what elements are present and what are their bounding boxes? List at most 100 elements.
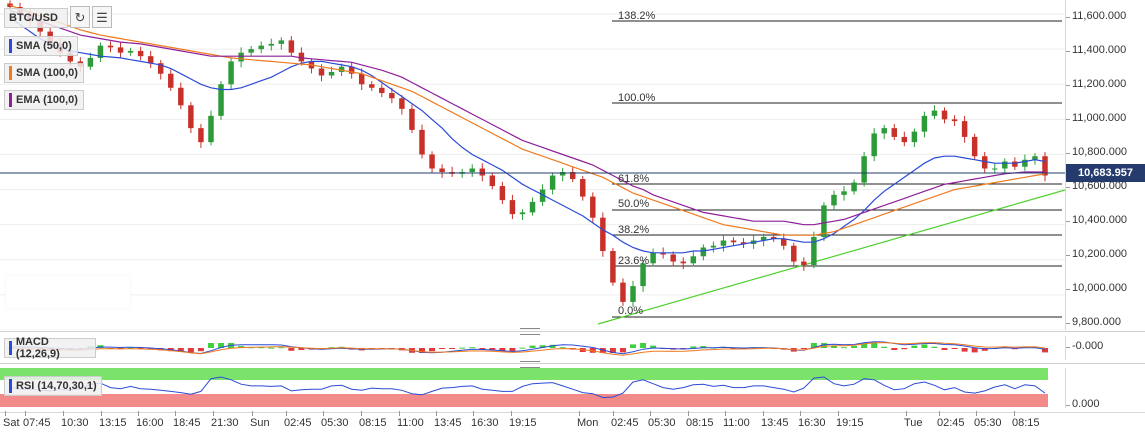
- macd-histogram-bar: [459, 347, 466, 349]
- macd-histogram-bar: [197, 348, 204, 352]
- macd-histogram-bar: [439, 348, 446, 349]
- candle-body: [770, 236, 777, 239]
- time-tick: 13:45: [434, 411, 462, 429]
- candle-body: [921, 115, 928, 132]
- candle-body: [288, 40, 295, 53]
- macd-histogram-bar: [800, 348, 807, 349]
- time-tick: Sun: [250, 411, 270, 429]
- time-tick: 18:45: [173, 411, 201, 429]
- macd-histogram-bar: [479, 348, 486, 350]
- macd-histogram-bar: [820, 343, 827, 348]
- candle-body: [861, 156, 867, 183]
- price-axis[interactable]: 11,600.000 11,400.000 11,200.000 11,000.…: [1065, 0, 1145, 330]
- macd-histogram-bar: [650, 345, 657, 348]
- candle-body: [981, 156, 988, 169]
- candle-body: [509, 200, 516, 215]
- candle-body: [147, 56, 154, 64]
- legend-macd[interactable]: MACD (12,26,9): [4, 336, 96, 360]
- price-tick: 11,200.000: [1065, 78, 1127, 90]
- candle-body: [358, 73, 365, 85]
- macd-color-swatch: [9, 341, 12, 355]
- candle-body: [369, 84, 375, 88]
- macd-histogram-bar: [911, 345, 918, 348]
- candle-body: [499, 186, 506, 201]
- candle-body: [117, 47, 124, 53]
- pane-separator: [0, 363, 1145, 364]
- candle-body: [439, 168, 445, 173]
- legend-ema-100[interactable]: EMA (100,0): [4, 90, 84, 110]
- candle-body: [258, 45, 264, 50]
- candle-body: [760, 236, 767, 241]
- candle-body: [600, 217, 606, 252]
- candle-body: [529, 201, 536, 213]
- price-tick: 10,200.000: [1065, 248, 1128, 260]
- time-tick: 08:15: [1012, 411, 1040, 429]
- rsi-line: [9, 376, 1046, 399]
- candle-body: [670, 254, 676, 262]
- macd-histogram-bar: [238, 346, 245, 348]
- candle-body: [881, 128, 887, 134]
- time-tick: 08:15: [686, 411, 714, 429]
- candle-body: [740, 242, 747, 244]
- macd-histogram-bar: [700, 346, 707, 348]
- candle-body: [338, 66, 345, 72]
- candle-body: [569, 172, 576, 180]
- macd-histogram-bar: [328, 347, 335, 349]
- trendline[interactable]: [597, 189, 1065, 325]
- pane-resize-handle[interactable]: [520, 361, 540, 368]
- candle-body: [951, 119, 958, 122]
- candle-body: [238, 52, 244, 62]
- candle-body: [278, 40, 285, 44]
- price-tick: 11,600.000: [1065, 10, 1127, 22]
- time-tick: 19:15: [836, 411, 864, 429]
- macd-line: [10, 341, 1046, 355]
- candle-body: [680, 261, 686, 264]
- macd-histogram-bar: [489, 348, 496, 351]
- time-tick: 13:45: [761, 411, 789, 429]
- candle-body: [549, 175, 556, 190]
- fib-label-50: 50.0%: [618, 198, 650, 210]
- macd-histogram-bar: [559, 347, 566, 349]
- macd-pane[interactable]: MACD (12,26,9): [0, 336, 1065, 360]
- time-tick: Sat: [3, 411, 20, 429]
- price-chart-canvas[interactable]: [0, 0, 1065, 330]
- indicators-button[interactable]: ☰: [92, 6, 112, 28]
- macd-histogram-bar: [177, 348, 184, 352]
- macd-histogram-bar: [298, 348, 305, 350]
- candle-body: [1022, 159, 1028, 167]
- time-axis[interactable]: Sat 07:45 10:30 13:15 16:00 18:45 21:30 …: [0, 411, 1145, 441]
- candle-body: [1042, 156, 1048, 176]
- pane-separator: [0, 331, 1145, 332]
- pane-resize-handle[interactable]: [520, 328, 540, 335]
- macd-histogram-bar: [921, 344, 928, 348]
- time-tick: 02:45: [937, 411, 965, 429]
- refresh-button[interactable]: ↻: [70, 6, 90, 28]
- candle-body: [891, 128, 898, 137]
- candle-body: [157, 63, 164, 74]
- macd-histogram-bar: [609, 348, 616, 353]
- macd-histogram-bar: [449, 348, 456, 349]
- candle-body: [7, 3, 13, 8]
- price-chart-pane[interactable]: 138.2% 100.0% 61.8% 50.0% 38.2% 23.6% 0.…: [0, 0, 1065, 330]
- candle-body: [178, 87, 184, 106]
- sma-100-line: [9, 4, 1046, 236]
- candle-body: [640, 263, 646, 287]
- sma-50-line: [9, 17, 1046, 254]
- candle-body: [650, 252, 656, 264]
- rsi-pane[interactable]: RSI (14,70,30,1): [0, 368, 1065, 408]
- candle-body: [489, 175, 496, 187]
- symbol-label[interactable]: BTC/USD: [4, 8, 68, 28]
- legend-sma-50[interactable]: SMA (50,0): [4, 36, 78, 56]
- candle-body: [208, 115, 214, 143]
- rsi-canvas: [9, 376, 1046, 399]
- macd-histogram-bar: [931, 346, 938, 348]
- candle-body: [298, 52, 305, 62]
- candle-body: [992, 168, 998, 170]
- candle-body: [801, 261, 807, 266]
- legend-sma-100[interactable]: SMA (100,0): [4, 63, 84, 83]
- price-tick: 10,800.000: [1065, 146, 1128, 158]
- rsi-color-swatch: [9, 379, 12, 393]
- macd-histogram-bar: [981, 348, 988, 351]
- macd-histogram-bar: [841, 347, 848, 349]
- legend-rsi[interactable]: RSI (14,70,30,1): [4, 376, 102, 396]
